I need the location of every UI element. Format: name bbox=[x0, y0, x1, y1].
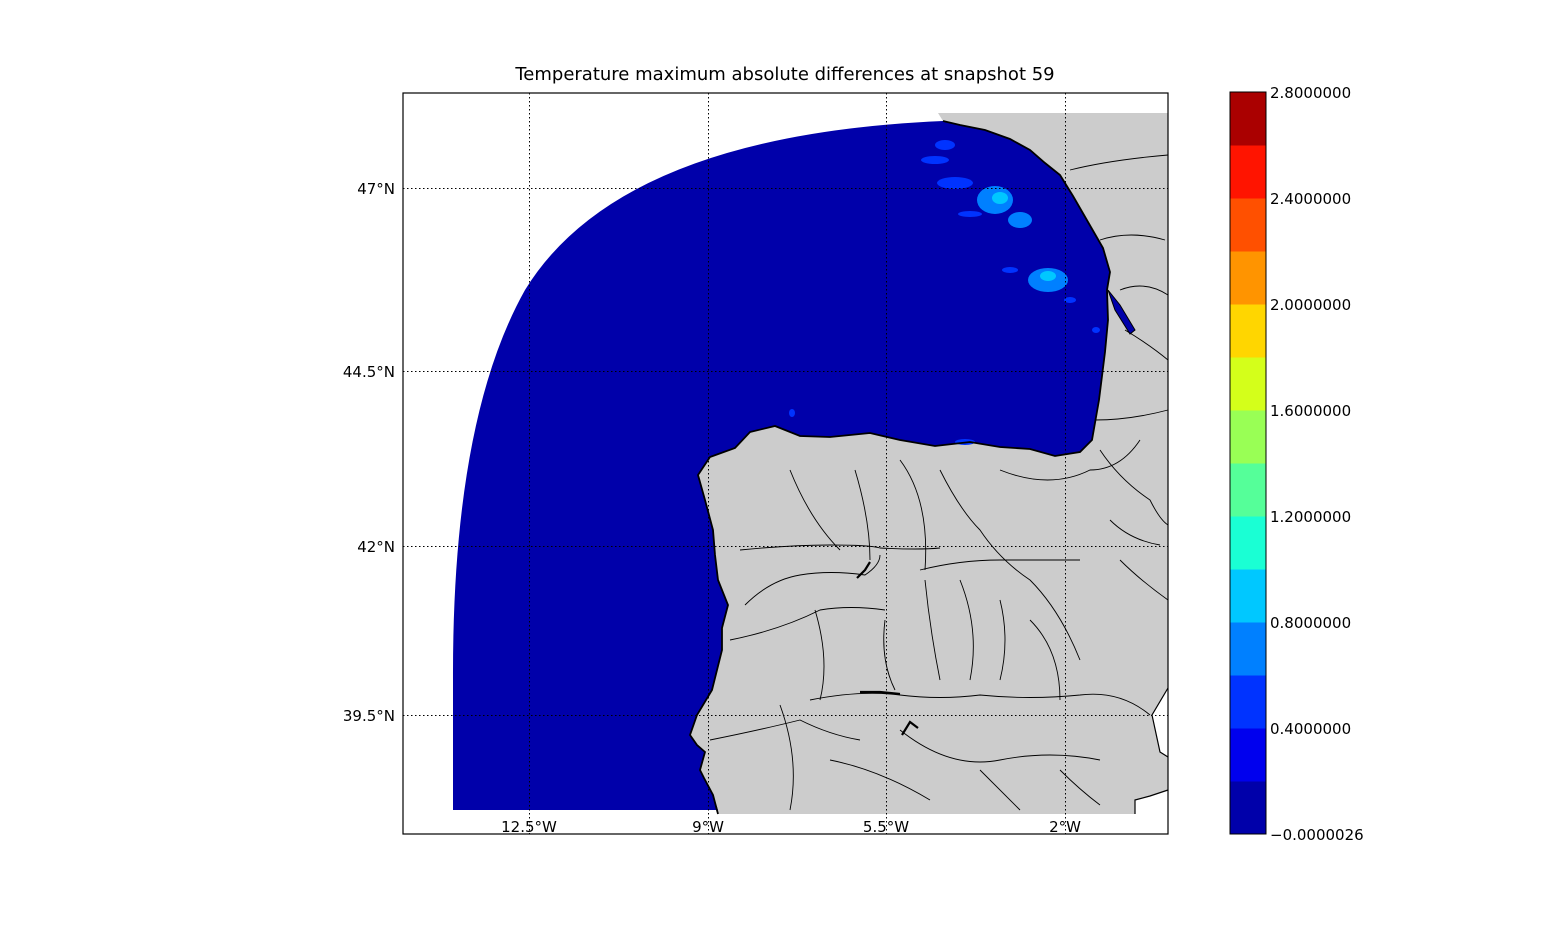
colorbar-band bbox=[1230, 463, 1266, 517]
colorbar-bands bbox=[1230, 92, 1266, 835]
colorbar-band bbox=[1230, 304, 1266, 358]
colorbar-tick-label: 2.4000000 bbox=[1270, 190, 1351, 208]
colorbar-tick-label: −0.0000026 bbox=[1270, 826, 1364, 844]
lon-tick-label: 2°W bbox=[1049, 818, 1081, 836]
graticule bbox=[403, 93, 1168, 834]
colorbar-band bbox=[1230, 251, 1266, 305]
colorbar-band bbox=[1230, 516, 1266, 570]
lon-tick-label: 9°W bbox=[692, 818, 724, 836]
colorbar-band bbox=[1230, 145, 1266, 199]
colorbar: 2.8000000 2.4000000 2.0000000 1.6000000 … bbox=[1229, 84, 1364, 844]
coastline bbox=[688, 120, 1111, 815]
lon-tick-label: 12.5°W bbox=[501, 818, 557, 836]
colorbar-tick-label: 0.4000000 bbox=[1270, 720, 1351, 738]
rivers-and-borders bbox=[709, 154, 1169, 811]
mediterranean-coast bbox=[1134, 687, 1169, 814]
colorbar-band bbox=[1230, 92, 1266, 146]
difference-patches bbox=[789, 140, 1100, 445]
colorbar-band bbox=[1230, 728, 1266, 782]
land-area bbox=[690, 113, 1168, 814]
colorbar-tick-label: 2.8000000 bbox=[1270, 84, 1351, 102]
map-frame bbox=[402, 92, 1169, 835]
colorbar-frame bbox=[1229, 91, 1267, 835]
colorbar-tick-label: 1.2000000 bbox=[1270, 508, 1351, 526]
colorbar-tick-label: 2.0000000 bbox=[1270, 296, 1351, 314]
colorbar-band bbox=[1230, 198, 1266, 252]
colorbar-band bbox=[1230, 357, 1266, 411]
colorbar-band bbox=[1230, 781, 1266, 835]
map-title: Temperature maximum absolute differences… bbox=[514, 64, 1054, 85]
lon-tick-label: 5.5°W bbox=[863, 818, 909, 836]
colorbar-tick-label: 1.6000000 bbox=[1270, 402, 1351, 420]
gironde-estuary bbox=[1107, 289, 1136, 335]
reservoir bbox=[856, 561, 919, 736]
colorbar-band bbox=[1230, 410, 1266, 464]
lat-tick-label: 44.5°N bbox=[343, 363, 395, 381]
ocean-data-field bbox=[452, 121, 1111, 810]
lat-tick-label: 42°N bbox=[357, 538, 395, 556]
colorbar-band bbox=[1230, 569, 1266, 623]
colorbar-band bbox=[1230, 675, 1266, 729]
map-axes: 12.5°W 9°W 5.5°W 2°W 47°N 44.5°N 42°N 39… bbox=[343, 92, 1169, 836]
lat-tick-label: 47°N bbox=[357, 180, 395, 198]
lat-tick-label: 39.5°N bbox=[343, 707, 395, 725]
colorbar-band bbox=[1230, 622, 1266, 676]
colorbar-tick-label: 0.8000000 bbox=[1270, 614, 1351, 632]
